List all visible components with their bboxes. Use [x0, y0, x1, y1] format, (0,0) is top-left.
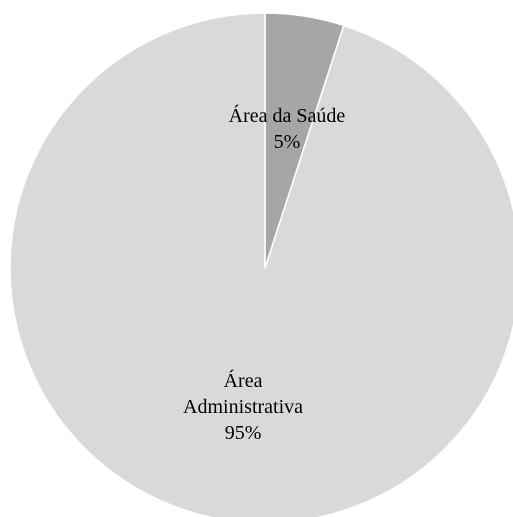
- pie-slice: [9, 12, 513, 517]
- value-label: 5%: [273, 131, 301, 154]
- slice-label: Área Administrativa 95%: [168, 368, 318, 446]
- slice-label: Área da Saúde 5%: [212, 103, 362, 155]
- value-label: 95%: [224, 421, 262, 444]
- category-label: Área Administrativa: [183, 369, 304, 418]
- category-label: Área da Saúde: [228, 105, 346, 128]
